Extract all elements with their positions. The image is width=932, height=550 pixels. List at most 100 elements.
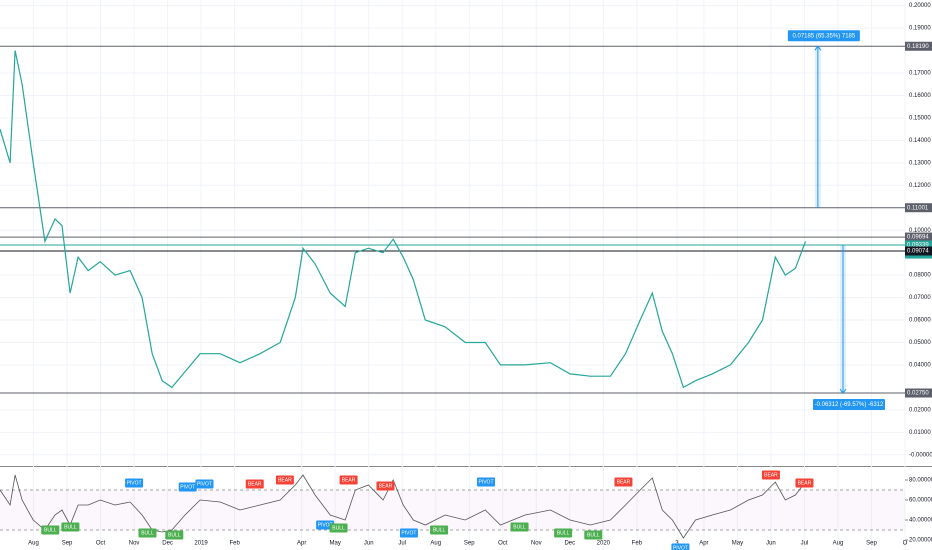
signal-tag xyxy=(275,475,294,485)
y-tick-label: 0.02000 xyxy=(909,407,931,413)
rsi-tick-label: 60.00000 xyxy=(909,498,932,504)
measure-label: -0.06312 (-69.57%) -6312 xyxy=(815,402,884,408)
x-tick-label: Dec xyxy=(564,541,575,547)
level-label: 0.18190 xyxy=(907,44,929,50)
signal-label: BULL xyxy=(433,527,446,533)
signal-label: BEAR xyxy=(278,477,292,483)
y-tick-label: 0.17000 xyxy=(909,71,931,77)
signal-tag xyxy=(41,525,60,535)
y-tick-label: 0.10000 xyxy=(909,228,931,234)
signal-tag xyxy=(554,528,573,538)
y-tick-label: 0.06000 xyxy=(909,318,931,324)
signal-tag xyxy=(61,522,80,532)
signal-label: PIVOT xyxy=(180,484,195,490)
level-tag xyxy=(905,240,932,250)
signal-tag xyxy=(329,523,348,533)
measure-box xyxy=(812,399,885,411)
x-tick-label: Jul xyxy=(398,541,406,547)
signal-label: PIVOT xyxy=(197,481,212,487)
level-tag xyxy=(905,246,932,256)
x-tick-label: Oct xyxy=(96,541,106,547)
x-tick-label: Dec xyxy=(162,541,173,547)
signal-label: BULL xyxy=(44,527,57,533)
signal-tag xyxy=(795,478,814,488)
signal-tag xyxy=(510,522,529,532)
signal-tag xyxy=(430,525,449,535)
x-tick-label: May xyxy=(732,541,743,547)
signal-tag xyxy=(195,479,214,489)
signal-label: BEAR xyxy=(342,477,356,483)
signal-label: BULL xyxy=(587,532,600,538)
x-tick-label: May xyxy=(330,541,341,547)
level-label: 0.09694 xyxy=(907,235,929,241)
x-tick-label: Nov xyxy=(129,541,140,547)
y-tick-label: 0.20000 xyxy=(909,3,931,9)
signal-label: BEAR xyxy=(248,481,262,487)
signal-tag xyxy=(339,475,358,485)
x-tick-label: Aug xyxy=(430,541,441,547)
signal-label: BULL xyxy=(64,524,77,530)
y-tick-label: 0.04000 xyxy=(909,363,931,369)
x-tick-label: Oct xyxy=(498,541,508,547)
x-tick-label: Sep xyxy=(464,541,475,547)
signal-tag xyxy=(761,470,780,480)
x-tick-label: Feb xyxy=(229,541,240,547)
x-tick-label: O xyxy=(903,541,908,547)
signal-tag xyxy=(584,530,603,540)
signal-tag xyxy=(399,528,418,538)
signal-tag xyxy=(477,477,496,487)
y-tick-label: 0.15000 xyxy=(909,115,931,121)
y-tick-label: 0.19000 xyxy=(909,26,931,32)
rsi-band xyxy=(0,490,905,530)
y-tick-label: 0.05000 xyxy=(909,340,931,346)
y-tick-label: 0.07000 xyxy=(909,295,931,301)
signal-tag xyxy=(178,482,197,492)
signal-label: BULL xyxy=(557,530,570,536)
y-tick-label: 0.14000 xyxy=(909,138,931,144)
level-label: 0.11001 xyxy=(907,205,929,211)
rsi-tick-label: 20.00000 xyxy=(909,538,932,544)
signal-tag xyxy=(614,477,633,487)
signal-label: BEAR xyxy=(764,472,778,478)
level-tag xyxy=(905,203,932,213)
signal-tag xyxy=(125,478,144,488)
x-tick-label: Jun xyxy=(364,541,374,547)
signal-label: BULL xyxy=(513,524,526,530)
level-label: 0.02750 xyxy=(907,391,929,397)
signal-label: BEAR xyxy=(379,483,393,489)
signal-label: PIVOT xyxy=(479,479,494,485)
measure-box xyxy=(787,30,860,42)
signal-tag xyxy=(376,481,395,491)
signal-label: BULL xyxy=(141,530,154,536)
y-tick-label: 0.13000 xyxy=(909,160,931,166)
y-tick-label: 0.16000 xyxy=(909,93,931,99)
x-tick-label: Aug xyxy=(28,541,39,547)
x-tick-label: Sep xyxy=(62,541,73,547)
rsi-tick-label: 40.00000 xyxy=(909,518,932,524)
signal-label: BULL xyxy=(168,532,181,538)
price-line xyxy=(0,50,807,389)
y-tick-label: 0.08000 xyxy=(909,273,931,279)
level-label: 0.09074 xyxy=(907,249,929,255)
signal-tag xyxy=(671,543,690,550)
signal-tag xyxy=(165,530,184,540)
x-tick-label: Jun xyxy=(766,541,776,547)
x-tick-label: 2020 xyxy=(597,541,611,547)
signal-label: BEAR xyxy=(798,480,812,486)
x-tick-label: 2019 xyxy=(194,541,208,547)
signal-tag xyxy=(138,528,157,538)
x-tick-label: Apr xyxy=(699,541,708,547)
signal-label: BULL xyxy=(332,525,345,531)
x-tick-label: Sep xyxy=(866,541,877,547)
level-tag xyxy=(905,232,932,242)
y-tick-label: -0.00000 xyxy=(909,452,932,458)
level-label: 0.09339 xyxy=(907,243,929,249)
x-tick-label: Aug xyxy=(833,541,844,547)
measure-arrow-head xyxy=(814,45,822,51)
level-tag xyxy=(905,41,932,51)
rsi-line xyxy=(0,474,806,539)
signal-tag xyxy=(245,479,264,489)
signal-label: PIVOT xyxy=(401,530,416,536)
signal-label: PIVOT xyxy=(127,480,142,486)
